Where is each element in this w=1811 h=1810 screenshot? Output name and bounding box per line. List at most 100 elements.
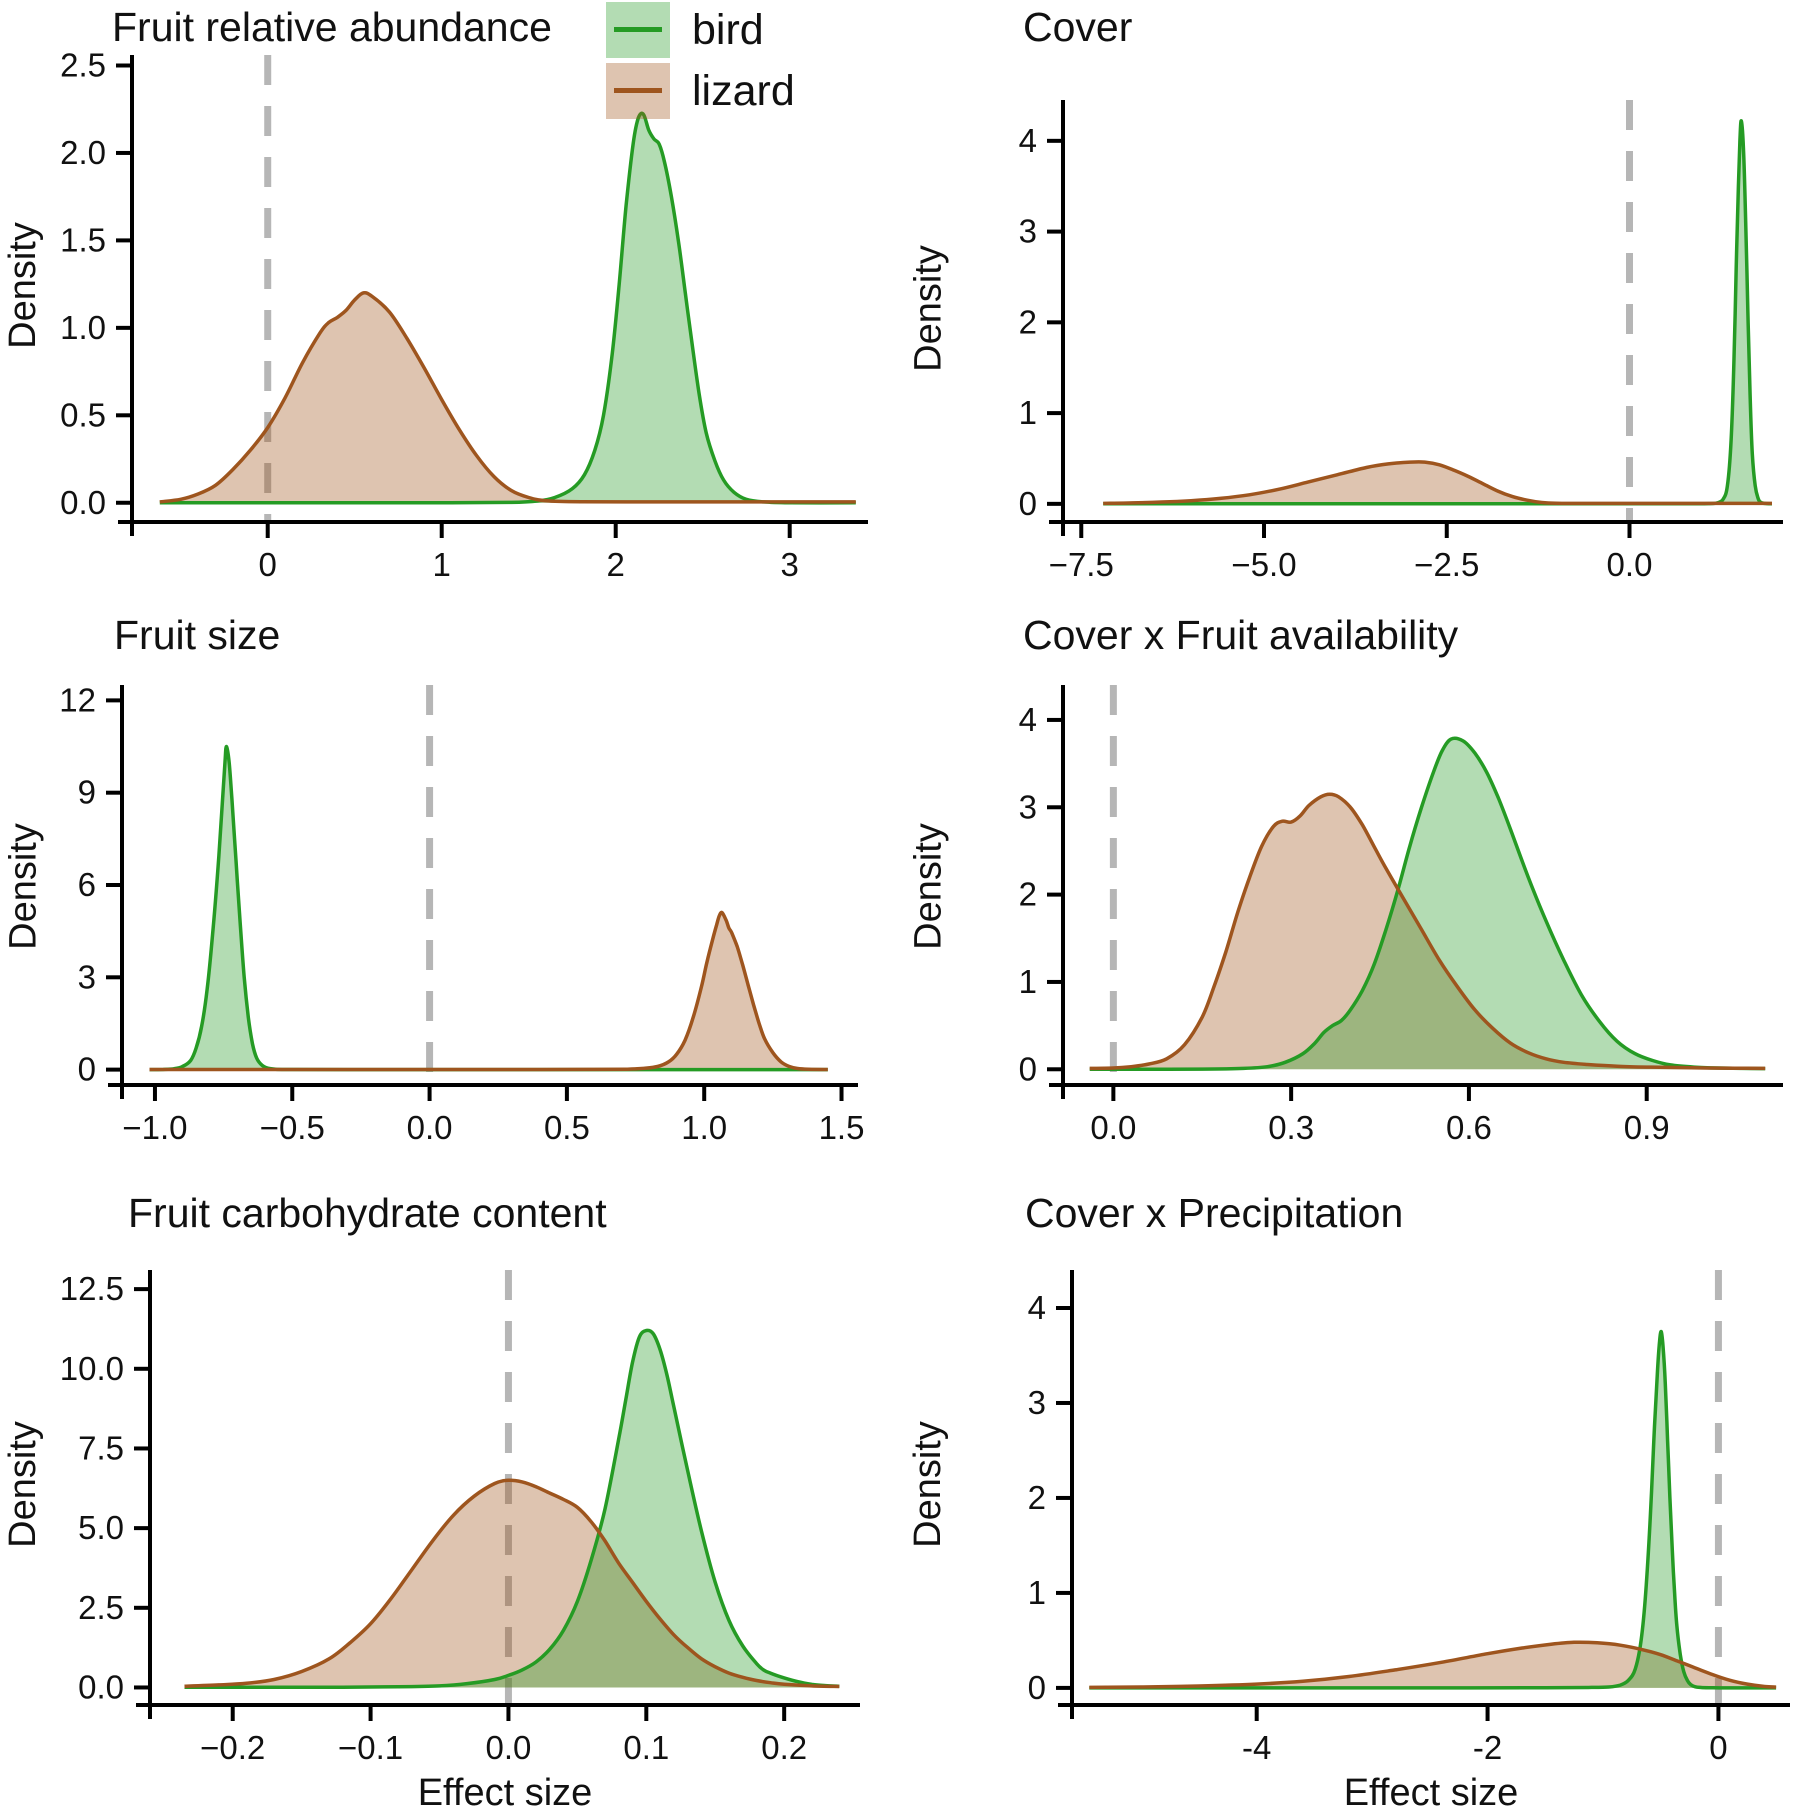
y-tick-label: 4 [1028,1289,1046,1326]
panel-cover-x-precipitation: -4 -2 0 0 1 2 3 4 Cover x Precipitation Density… [905,1160,1811,1810]
bird-density-line [1103,119,1773,506]
bird-line-icon [614,27,662,32]
y-tick-label: 0 [1019,485,1037,522]
bird-density-area [1089,1331,1777,1688]
y-tick-label: 2 [1019,303,1037,340]
y-tick-label: 2.0 [60,134,106,171]
x-tick-label: 1.0 [681,1109,727,1146]
x-tick-label: 3 [781,546,799,583]
y-tick-label: 1.0 [60,309,106,346]
x-tick-label: 0.0 [486,1729,532,1766]
panel-title: Cover [1023,4,1133,50]
bird-density-area [1089,738,1766,1070]
x-tick-label: 0.0 [407,1109,453,1146]
lizard-density-area [184,1480,840,1688]
bird-density-area [159,113,856,503]
x-tick-label: -2 [1473,1729,1502,1766]
x-axis-label: Effect size [1343,1772,1519,1810]
cover-plot: −7.5 −5.0 −2.5 0.0 0 1 2 3 4 [1019,100,1783,583]
y-axis-label: Density [907,245,950,372]
x-tick-label: 0.0 [1090,1109,1136,1146]
x-tick-label: 1.5 [819,1109,865,1146]
y-axis-label: Density [2,1421,44,1548]
y-tick-label: 0 [78,1051,96,1088]
panel-cover-x-fruit-availability: 0.0 0.3 0.6 0.9 0 1 2 3 4 Cover x Fruit availabi… [905,600,1811,1160]
bird-density-area [149,746,828,1070]
panel-title: Fruit carbohydrate content [128,1190,607,1236]
legend-label: bird [692,6,764,54]
x-tick-label: -4 [1242,1729,1271,1766]
x-tick-label: −0.5 [260,1109,325,1146]
x-tick-label: 0.2 [761,1729,807,1766]
y-tick-label: 4 [1019,701,1037,738]
cover-x-fruit-availability-plot: 0.0 0.3 0.6 0.9 0 1 2 3 4 [1019,685,1783,1146]
x-tick-label: 0 [259,546,277,583]
lizard-density-line [159,290,856,504]
y-tick-label: 1.5 [60,221,106,258]
y-tick-label: 7.5 [78,1429,124,1466]
panel-title: Fruit relative abundance [112,4,552,50]
x-tick-label: −7.5 [1049,546,1114,583]
legend: bird lizard [606,2,795,124]
x-tick-label: −1.0 [122,1109,187,1146]
y-tick-label: 0 [1028,1669,1046,1706]
y-tick-label: 2.5 [78,1589,124,1626]
y-tick-label: 4 [1019,122,1037,159]
y-axis-label: Density [2,222,44,349]
fruit-carbohydrate-content-plot: −0.2 −0.1 0.0 0.1 0.2 0.0 2.5 5.0 7.5 10.0 12.5 [60,1270,860,1766]
x-tick-label: 0.3 [1268,1109,1314,1146]
bird-density-area [1103,120,1772,504]
y-tick-label: 9 [78,774,96,811]
x-tick-label: 2 [607,546,625,583]
y-tick-label: 0.0 [60,484,106,521]
legend-item-bird: bird [606,2,795,58]
y-tick-label: 1 [1028,1574,1046,1611]
x-axis-label: Effect size [417,1772,593,1810]
y-axis-label: Density [907,823,950,950]
x-tick-label: 0.5 [544,1109,590,1146]
y-tick-label: 12 [59,681,96,718]
x-tick-label: 1 [433,546,451,583]
legend-label: lizard [692,67,795,115]
panel-fruit-relative-abundance: 0 1 2 3 0.0 0.5 1.0 1.5 2.0 2.5 Fruit relative ab… [0,0,905,600]
lizard-density-line [1089,792,1766,1071]
bird-density-line [1089,736,1766,1072]
y-axis-label: Density [907,1421,949,1548]
panel-title: Cover x Precipitation [1025,1190,1404,1236]
y-tick-label: 1 [1019,963,1037,1000]
panel-cover: −7.5 −5.0 −2.5 0.0 0 1 2 3 4 Cover Density [905,0,1811,600]
panel-title: Cover x Fruit availability [1023,612,1459,658]
lizard-density-line [1089,1640,1777,1690]
x-tick-label: −0.2 [200,1729,265,1766]
lizard-density-area [149,912,828,1070]
lizard-density-area [159,292,856,503]
lizard-density-area [1089,794,1766,1070]
lizard-density-line [149,910,828,1072]
y-tick-label: 6 [78,866,96,903]
x-tick-label: −0.1 [338,1729,403,1766]
y-tick-label: 0.5 [60,396,106,433]
x-tick-label: −2.5 [1414,546,1479,583]
y-tick-label: 10.0 [60,1350,124,1387]
bird-density-line [1089,1329,1777,1690]
x-tick-label: 0.6 [1446,1109,1492,1146]
legend-item-lizard: lizard [606,63,795,119]
lizard-swatch-icon [606,63,670,119]
panel-fruit-size: −1.0 −0.5 0.0 0.5 1.0 1.5 0 3 6 9 12 Fruit size De… [0,600,905,1160]
y-tick-label: 2 [1019,876,1037,913]
y-tick-label: 2 [1028,1479,1046,1516]
y-tick-label: 3 [1019,213,1037,250]
y-tick-label: 3 [1028,1384,1046,1421]
y-tick-label: 1 [1019,394,1037,431]
panel-fruit-carbohydrate-content: −0.2 −0.1 0.0 0.1 0.2 0.0 2.5 5.0 7.5 10.0 12.5 Fr… [0,1160,905,1810]
panel-title: Fruit size [114,612,281,658]
x-tick-label: 0.0 [1607,546,1653,583]
lizard-density-area [1103,461,1772,504]
y-tick-label: 3 [1019,788,1037,825]
x-tick-label: 0 [1709,1729,1727,1766]
lizard-line-icon [614,88,662,93]
y-tick-label: 2.5 [60,46,106,83]
fruit-relative-abundance-plot: 0 1 2 3 0.0 0.5 1.0 1.5 2.0 2.5 [60,46,868,583]
fruit-size-plot: −1.0 −0.5 0.0 0.5 1.0 1.5 0 3 6 9 12 [59,681,865,1146]
